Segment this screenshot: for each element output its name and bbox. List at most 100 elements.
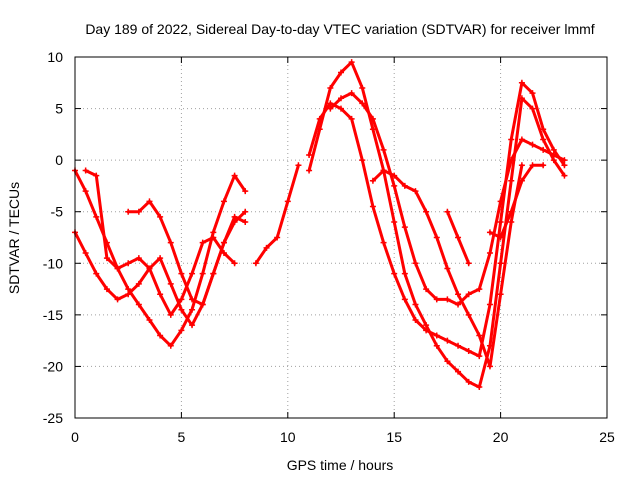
data-point-marker [167,342,174,349]
series-track-f [306,59,568,391]
data-point-marker [327,105,334,112]
data-point-marker [93,270,100,277]
data-point-marker [518,136,525,143]
data-point-marker [433,234,440,241]
data-point-marker [529,162,536,169]
data-point-marker [306,167,313,174]
data-point-marker [497,234,504,241]
data-point-marker [497,198,504,205]
data-point-marker [423,286,430,293]
data-point-marker [146,265,153,272]
data-point-marker [455,342,462,349]
data-point-marker [135,208,142,215]
data-point-marker [146,317,153,324]
series-track-g [306,79,568,360]
data-point-marker [401,270,408,277]
data-point-marker [135,280,142,287]
y-tick-label: -5 [51,204,64,220]
data-point-marker [401,296,408,303]
data-point-marker [82,188,89,195]
data-point-marker [518,162,525,169]
data-point-marker [518,177,525,184]
y-tick-label: -20 [43,358,63,374]
chart-title: Day 189 of 2022, Sidereal Day-to-day VTE… [85,21,594,37]
data-point-marker [189,306,196,313]
data-point-marker [157,255,164,262]
data-point-marker [338,69,344,76]
data-point-marker [391,182,398,189]
data-point-marker [263,244,270,251]
data-point-marker [444,296,451,303]
data-point-marker [412,317,419,324]
data-point-marker [242,219,249,226]
data-point-marker [550,157,557,164]
data-point-marker [242,188,249,195]
series-track-d [125,198,249,308]
data-point-marker [561,172,568,179]
data-point-marker [561,157,568,164]
data-point-marker [497,219,504,226]
data-point-marker [380,239,387,246]
data-point-marker [486,301,493,308]
data-point-marker [391,270,398,277]
data-point-marker [465,378,472,385]
data-point-marker [476,332,483,339]
data-point-marker [167,239,174,246]
data-point-marker [550,151,557,158]
data-point-marker [199,270,206,277]
data-point-marker [423,327,430,334]
data-point-marker [135,255,142,262]
data-point-marker [508,177,515,184]
x-tick-label: 15 [386,429,402,445]
data-point-marker [295,162,302,169]
data-point-marker [540,136,547,143]
data-point-marker [125,291,132,298]
x-tick-label: 25 [599,429,615,445]
series-line [73,215,247,327]
data-point-marker [529,141,536,148]
data-point-marker [444,208,451,215]
data-point-marker [82,167,89,174]
data-point-marker [157,291,164,298]
data-point-marker [369,115,376,122]
data-point-marker [380,146,387,153]
data-point-marker [401,182,408,189]
data-point-marker [518,79,525,86]
data-point-marker [114,265,121,272]
data-point-marker [497,260,504,267]
data-point-marker [433,332,440,339]
plot-frame [74,56,608,419]
series-track-i [369,162,525,370]
data-point-marker [348,90,355,97]
data-point-marker [348,115,355,122]
data-point-marker [220,198,227,205]
data-point-marker [189,270,196,277]
x-tick-label: 5 [178,429,186,445]
data-point-marker [455,291,462,298]
data-point-marker [167,311,174,318]
y-axis: 10 5 0 -5 -10 -15 -20 -25 [43,49,607,426]
data-point-marker [338,105,344,112]
data-point-marker [465,291,472,298]
data-point-marker [252,260,259,267]
data-point-marker [157,213,164,220]
y-tick-label: -15 [43,307,63,323]
data-point-marker [189,296,196,303]
y-tick-label: 5 [55,101,63,117]
data-point-marker [529,105,536,112]
data-point-marker [114,296,121,303]
data-point-marker [486,229,493,236]
x-axis: 0 5 10 15 20 25 [71,57,615,445]
data-point-marker [93,213,100,220]
data-point-marker [497,291,504,298]
data-point-marker [327,100,334,107]
series-track-e [252,162,302,267]
data-point-marker [444,337,451,344]
data-point-marker [550,146,557,153]
data-point-marker [348,59,355,66]
data-point-marker [412,301,419,308]
data-point-marker [423,322,430,329]
data-point-marker [178,270,185,277]
x-tick-label: 0 [71,429,79,445]
